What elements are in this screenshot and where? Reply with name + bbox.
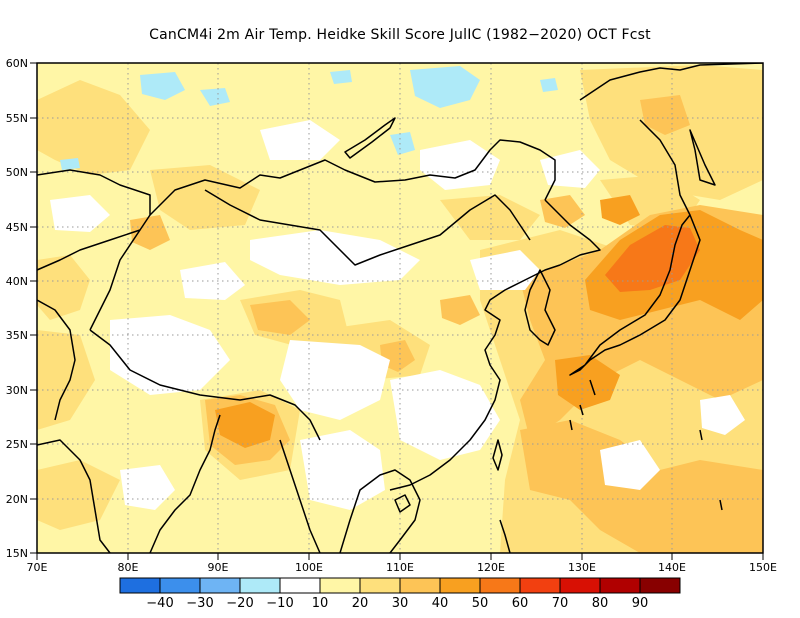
colorbar-label: 90	[632, 596, 649, 611]
y-tick-label: 30N	[6, 384, 28, 397]
x-tick-label: 140E	[658, 561, 686, 574]
y-tick-label: 60N	[6, 57, 28, 70]
colorbar-label: 70	[552, 596, 569, 611]
colorbar-swatch	[239, 577, 281, 594]
x-tick-label: 100E	[295, 561, 323, 574]
y-tick-label: 50N	[6, 166, 28, 179]
contour-negative	[60, 66, 558, 170]
colorbar-label: 50	[472, 596, 489, 611]
x-tick-label: 150E	[749, 561, 777, 574]
y-tick-label: 55N	[6, 112, 28, 125]
x-tick-label: 130E	[568, 561, 596, 574]
x-tick-label: 70E	[27, 561, 48, 574]
colorbar-swatch	[439, 577, 481, 594]
tick-marks	[30, 62, 764, 560]
colorbar-label: 40	[432, 596, 449, 611]
colorbar-label: 30	[392, 596, 409, 611]
x-tick-label: 80E	[118, 561, 139, 574]
colorbar-swatch	[399, 577, 441, 594]
colorbar-swatch	[479, 577, 521, 594]
colorbar-swatch	[599, 577, 641, 594]
x-tick-label: 120E	[477, 561, 505, 574]
colorbar-label: −10	[266, 596, 293, 611]
colorbar-swatch	[279, 577, 321, 594]
colorbar-swatch	[519, 577, 561, 594]
colorbar-label: 60	[512, 596, 529, 611]
colorbar-swatch	[359, 577, 401, 594]
y-tick-label: 40N	[6, 275, 28, 288]
colorbar-swatch	[319, 577, 361, 594]
y-tick-label: 25N	[6, 438, 28, 451]
colorbar-label: −30	[186, 596, 213, 611]
contour-neutral	[50, 120, 745, 510]
colorbar-swatch	[639, 577, 681, 594]
colorbar-swatch	[159, 577, 201, 594]
coastlines-borders	[37, 63, 763, 553]
colorbar-label: 80	[592, 596, 609, 611]
map-title: CanCM4i 2m Air Temp. Heidke Skill Score …	[149, 27, 651, 43]
colorbar-label: 10	[312, 596, 329, 611]
y-tick-label: 45N	[6, 221, 28, 234]
y-tick-label: 35N	[6, 329, 28, 342]
colorbar-label: 20	[352, 596, 369, 611]
colorbar: −40 −30 −20 −10 10 20 30 40 50 60 70 80 90	[119, 577, 681, 611]
colorbar-label: −20	[226, 596, 253, 611]
y-tick-label: 15N	[6, 547, 28, 560]
x-tick-label: 90E	[208, 561, 229, 574]
colorbar-swatch	[199, 577, 241, 594]
colorbar-label: −40	[146, 596, 173, 611]
colorbar-swatch	[559, 577, 601, 594]
x-axis-labels: 70E 80E 90E 100E 110E 120E 130E 140E 150…	[27, 561, 777, 574]
gridlines	[37, 63, 763, 553]
skill-field	[37, 63, 763, 553]
x-tick-label: 110E	[386, 561, 414, 574]
y-axis-labels: 15N 20N 25N 30N 35N 40N 45N 50N 55N 60N	[6, 57, 28, 560]
colorbar-swatch	[119, 577, 161, 594]
y-tick-label: 20N	[6, 493, 28, 506]
